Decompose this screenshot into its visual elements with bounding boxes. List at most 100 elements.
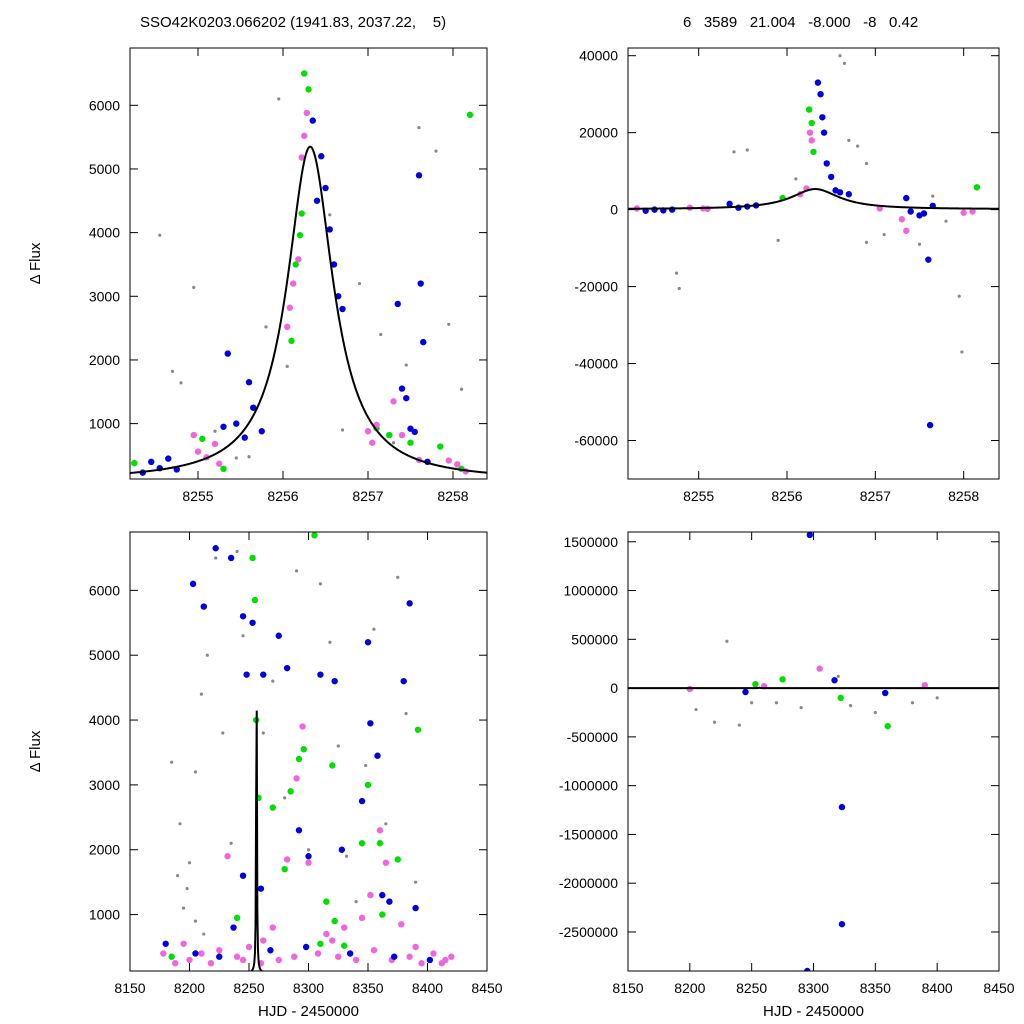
data-point (318, 153, 325, 160)
data-point (247, 455, 251, 459)
data-point (331, 917, 338, 925)
data-point (412, 904, 419, 912)
data-point (258, 428, 265, 435)
data-point (820, 129, 828, 136)
data-point (323, 898, 330, 905)
data-point (267, 947, 274, 954)
data-point (180, 940, 187, 947)
data-point (317, 940, 324, 947)
data-point (712, 720, 717, 724)
x-tick-label: 8257 (860, 488, 891, 504)
data-point (390, 398, 397, 405)
data-point (382, 859, 390, 866)
data-point (921, 681, 928, 689)
y-tick-label: -2000000 (559, 875, 618, 891)
data-point (417, 125, 421, 130)
data-point (816, 665, 823, 672)
data-point (823, 160, 830, 167)
data-point (233, 420, 240, 427)
y-tick-label: -40000 (574, 356, 618, 372)
data-point (229, 841, 233, 845)
plot-frame (627, 531, 1000, 972)
data-point (290, 280, 297, 287)
y-axis-label: Δ Flux (27, 242, 44, 284)
data-point (170, 369, 175, 374)
data-point (287, 788, 294, 795)
y-tick-label: 3000 (89, 777, 120, 793)
data-point (804, 967, 811, 971)
model-curve (130, 145, 487, 474)
data-point (172, 960, 179, 967)
data-point (396, 575, 400, 579)
data-point (233, 914, 241, 922)
data-point (448, 953, 455, 960)
data-point (799, 706, 803, 710)
data-point (298, 154, 305, 161)
x-tick-label: 8400 (412, 980, 443, 996)
data-point (694, 707, 698, 712)
data-point (275, 956, 282, 964)
data-point (386, 431, 393, 439)
y-tick-label: 2000 (89, 352, 120, 368)
data-point (179, 381, 183, 385)
data-point (379, 891, 386, 899)
data-point (230, 924, 237, 931)
data-point (434, 149, 438, 153)
data-point (295, 569, 299, 573)
data-point (882, 233, 886, 237)
data-point (367, 720, 374, 727)
data-point (269, 924, 276, 931)
data-point (211, 440, 219, 448)
data-point (418, 960, 425, 967)
y-axis-label: Δ Flux (27, 730, 44, 772)
data-point (303, 109, 310, 117)
data-point (241, 434, 248, 441)
x-tick-label: 8258 (437, 488, 468, 504)
data-points (131, 70, 474, 476)
x-tick-label: 8257 (352, 488, 383, 504)
data-point (300, 746, 307, 753)
data-point (317, 671, 324, 678)
data-point (376, 840, 384, 847)
data-point (235, 549, 239, 554)
data-point (322, 184, 329, 192)
data-point (295, 827, 303, 834)
data-point (742, 688, 749, 696)
data-point (445, 457, 452, 464)
y-tick-label: -20000 (574, 279, 618, 295)
x-tick-label: 8450 (471, 980, 502, 996)
data-point (301, 70, 308, 77)
data-point (838, 920, 846, 928)
data-point (814, 79, 822, 86)
y-tick-label: 6000 (89, 97, 120, 113)
data-point (335, 953, 342, 960)
y-tick-label: 2000 (89, 842, 120, 858)
data-point (398, 921, 405, 928)
data-point (293, 775, 300, 782)
data-point (805, 106, 813, 113)
data-point (873, 710, 877, 715)
x-tick-label: 8450 (983, 980, 1014, 996)
x-tick-label: 8255 (683, 488, 714, 504)
data-point (376, 827, 384, 834)
data-point (406, 953, 413, 960)
model-curve (628, 188, 999, 210)
data-point (305, 86, 312, 93)
data-point (216, 947, 223, 954)
data-point (864, 161, 869, 166)
y-tick-label: -2500000 (559, 924, 618, 940)
data-point (243, 671, 250, 678)
plot-top-left: 8255 8256 8257 8258 1000 2000 3000 4000 5000 6000… (27, 47, 488, 504)
data-point (148, 458, 155, 466)
data-point (216, 460, 223, 467)
data-point (364, 428, 372, 435)
data-point (837, 694, 844, 702)
data-point (856, 144, 860, 148)
data-point (370, 947, 378, 954)
data-point (178, 822, 182, 826)
y-tick-label: -60000 (574, 433, 618, 449)
data-point (331, 677, 338, 685)
data-point (311, 532, 318, 539)
data-point (190, 431, 197, 439)
data-point (170, 760, 174, 764)
